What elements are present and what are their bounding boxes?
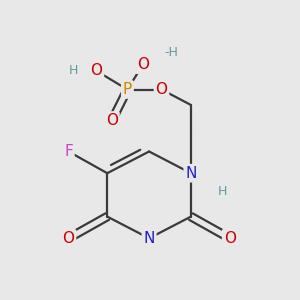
Text: -H: -H	[165, 46, 178, 59]
Text: N: N	[185, 166, 197, 181]
Text: N: N	[143, 231, 155, 246]
Text: H: H	[217, 185, 226, 198]
Text: O: O	[62, 231, 74, 246]
Text: O: O	[137, 57, 149, 72]
Text: O: O	[155, 82, 167, 97]
Text: P: P	[123, 82, 132, 97]
Text: O: O	[106, 113, 118, 128]
Text: H: H	[68, 64, 78, 77]
Text: O: O	[90, 63, 102, 78]
Text: F: F	[64, 144, 73, 159]
Text: O: O	[224, 231, 236, 246]
